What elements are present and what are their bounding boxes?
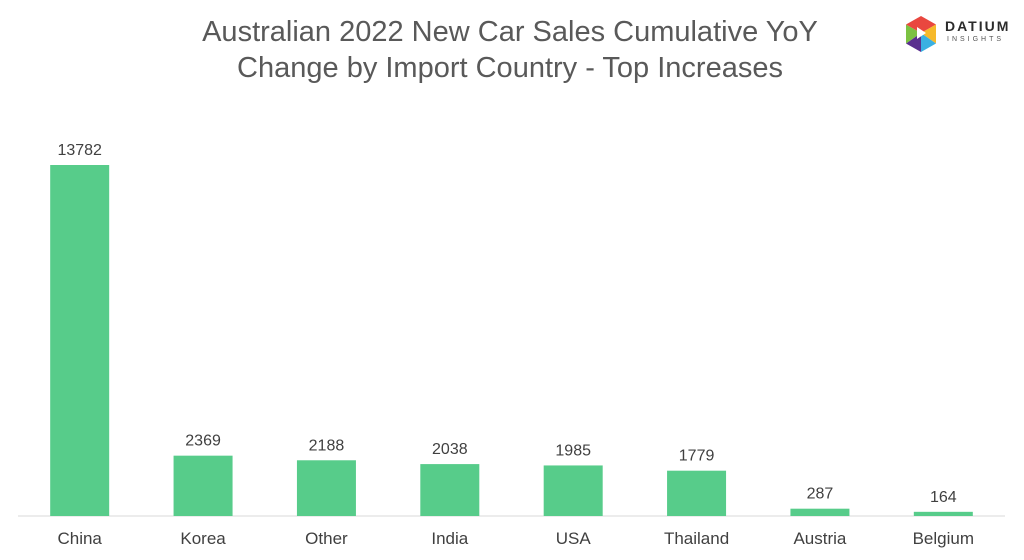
bar-usa — [543, 465, 603, 516]
datium-hexagon-logo-icon — [906, 16, 936, 52]
category-label-austria: Austria — [793, 529, 846, 548]
bar-austria — [790, 508, 850, 516]
category-label-korea: Korea — [180, 529, 226, 548]
value-labels-group: 13782 2369 2188 2038 1985 1779 287 164 — [57, 142, 956, 506]
bar-china — [50, 165, 110, 516]
bar-other — [296, 460, 356, 516]
category-labels-group: China Korea Other India USA Thailand Austria Be… — [57, 529, 974, 548]
bar-belgium — [913, 511, 973, 516]
chart-title: Australian 2022 New Car Sales Cumulative… — [100, 14, 920, 86]
category-label-india: India — [431, 529, 468, 548]
brand-logo: DATIUM INSIGHTS — [903, 14, 1013, 54]
value-label-other: 2188 — [309, 437, 345, 454]
brand-name: DATIUM — [945, 18, 1011, 34]
category-label-other: Other — [305, 529, 348, 548]
chart-title-line-1: Australian 2022 New Car Sales Cumulative… — [202, 16, 818, 48]
bars-group — [50, 165, 973, 516]
value-label-india: 2038 — [432, 441, 468, 458]
bar-korea — [173, 455, 233, 516]
value-label-thailand: 1779 — [679, 448, 715, 465]
category-label-belgium: Belgium — [913, 529, 974, 548]
value-label-belgium: 164 — [930, 489, 957, 506]
bar-india — [420, 464, 480, 516]
value-label-austria: 287 — [807, 486, 834, 503]
chart-title-line-2: Change by Import Country - Top Increases — [237, 52, 783, 84]
category-label-thailand: Thailand — [664, 529, 729, 548]
brand-tagline: INSIGHTS — [947, 36, 1005, 43]
bar-thailand — [667, 470, 727, 516]
value-label-china: 13782 — [57, 142, 102, 159]
category-label-china: China — [57, 529, 102, 548]
value-label-usa: 1985 — [555, 442, 591, 459]
value-label-korea: 2369 — [185, 433, 221, 450]
category-label-usa: USA — [556, 529, 592, 548]
